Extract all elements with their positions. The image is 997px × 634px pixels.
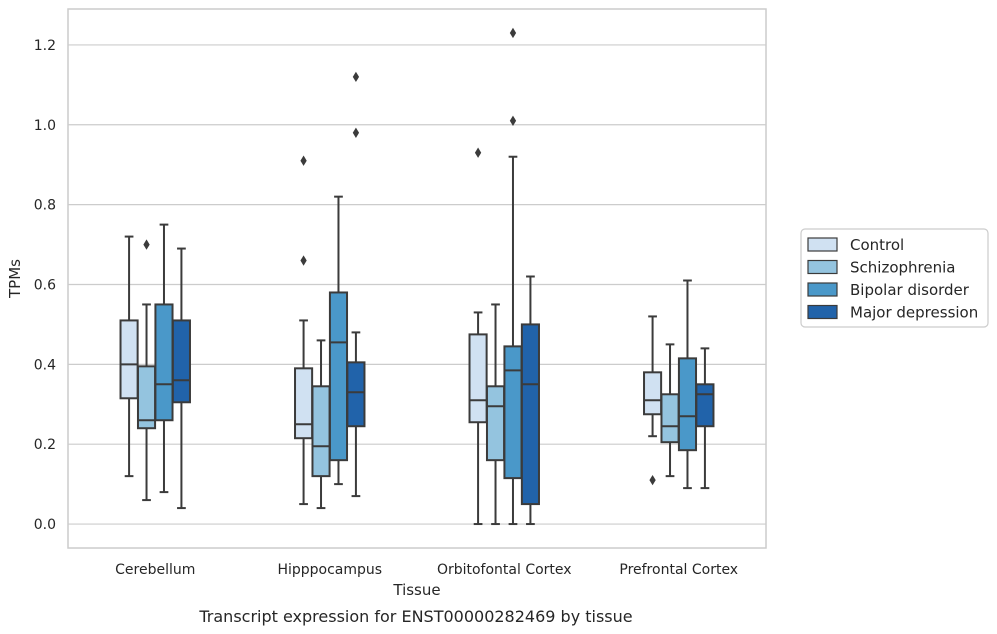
box (154, 223, 174, 494)
y-tick-label: 0.6 (34, 277, 56, 293)
box-iqr (695, 383, 715, 428)
legend-swatch (807, 304, 838, 320)
series-bipolar-disorder (154, 27, 698, 526)
box-iqr (660, 393, 680, 444)
outlier-point (509, 27, 517, 39)
box-iqr (677, 357, 698, 452)
box-iqr (311, 385, 331, 478)
outlier-point (352, 127, 360, 138)
box (695, 347, 715, 490)
box (485, 303, 506, 526)
legend-swatch (807, 259, 838, 275)
box (328, 195, 349, 486)
box (643, 315, 663, 486)
legend-frame (800, 228, 989, 328)
legend-label: Schizophrenia (850, 259, 955, 277)
box-iqr (294, 367, 314, 440)
y-tick-label: 0.8 (34, 198, 56, 214)
x-tick-label: Orbitofontal Cortex (437, 562, 572, 578)
x-axis-title: Tissue (392, 581, 440, 599)
box-plot-series (119, 27, 715, 526)
x-tick-label: Hipppocampus (277, 562, 382, 578)
box (520, 275, 540, 526)
series-schizophrenia (136, 239, 680, 526)
outlier-point (509, 115, 517, 126)
legend: Control Schizophrenia Bipolar disorder Majo… (800, 228, 989, 328)
outlier-point (352, 71, 360, 83)
outlier-point (474, 147, 482, 158)
box (311, 339, 331, 510)
series-control (119, 147, 663, 526)
y-axis-ticks: 0.0 0.2 0.4 0.6 0.8 1.0 1.2 (34, 38, 56, 533)
y-tick-label: 1.2 (34, 38, 56, 54)
box (294, 155, 314, 506)
legend-label: Major depression (850, 304, 978, 322)
box (346, 71, 366, 498)
box (677, 279, 698, 490)
box (136, 239, 157, 502)
x-tick-label: Prefrontal Cortex (619, 562, 738, 578)
y-axis-title: TPMs (6, 259, 24, 299)
box-iqr (171, 319, 191, 404)
legend-swatch (807, 237, 838, 252)
legend-swatch (807, 282, 838, 297)
legend-label: Bipolar disorder (850, 281, 970, 299)
y-tick-label: 1.0 (34, 118, 56, 134)
series-major-depression (171, 71, 715, 526)
box-iqr (136, 365, 157, 430)
y-tick-label: 0.4 (34, 357, 56, 373)
box-iqr (346, 361, 366, 428)
outlier-point (649, 474, 656, 486)
box-iqr (468, 333, 488, 424)
outlier-point (143, 239, 150, 250)
box-iqr (154, 303, 174, 422)
box (171, 247, 191, 510)
gridlines (68, 44, 766, 525)
plot-frame (67, 8, 767, 549)
box-iqr (520, 323, 540, 506)
box-iqr (119, 319, 139, 400)
x-tick-label: Cerebellum (115, 562, 195, 578)
outlier-point (300, 155, 307, 166)
box (119, 235, 139, 478)
box-iqr (503, 345, 523, 480)
outlier-point (300, 255, 307, 266)
legend-label: Control (850, 236, 904, 254)
x-axis-ticks: Cerebellum Hipppocampus Orbitofontal Corte… (115, 562, 738, 578)
box (468, 147, 488, 526)
box (503, 27, 523, 526)
box-iqr (328, 291, 349, 462)
y-tick-label: 0.0 (34, 517, 56, 533)
chart-caption: Transcript expression for ENST0000028246… (198, 607, 632, 626)
y-tick-label: 0.2 (34, 437, 56, 453)
box-iqr (643, 371, 663, 416)
box-iqr (485, 385, 506, 462)
